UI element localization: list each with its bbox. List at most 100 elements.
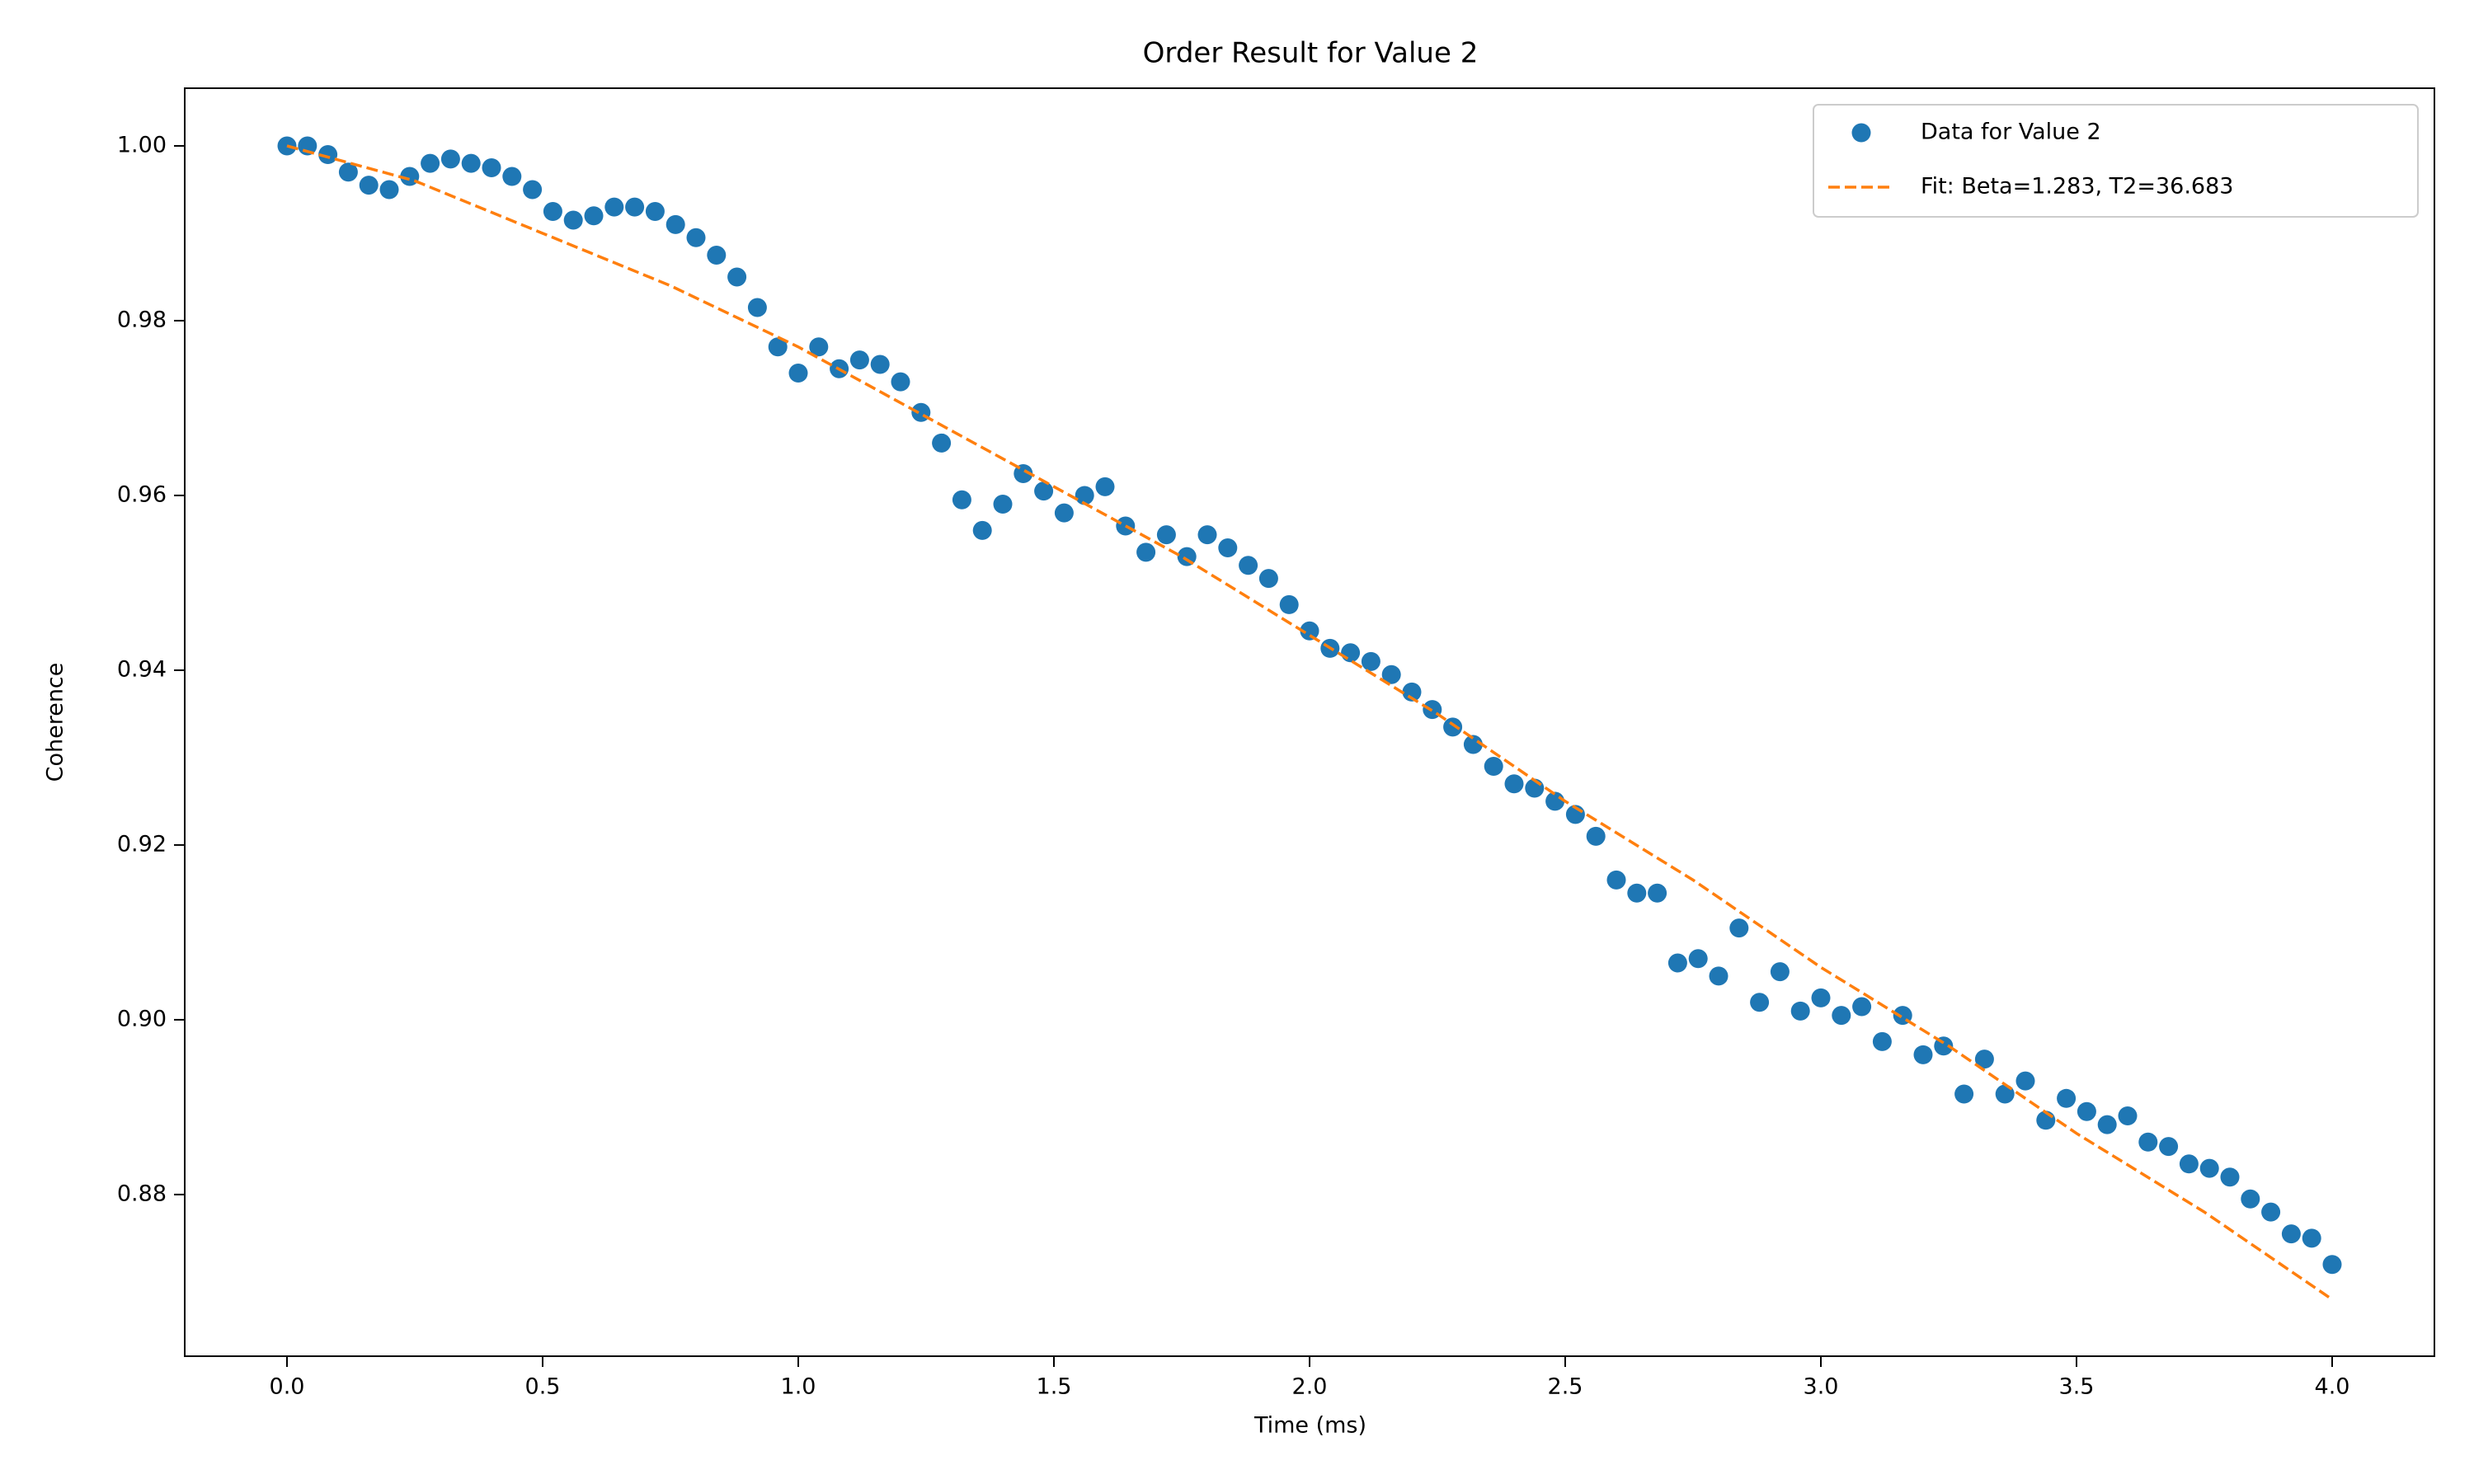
y-tick-label: 0.98 bbox=[117, 307, 167, 332]
data-point bbox=[1443, 717, 1463, 737]
data-point bbox=[2138, 1132, 2158, 1152]
data-point bbox=[379, 180, 399, 200]
data-point bbox=[1852, 997, 1872, 1017]
data-point bbox=[1811, 988, 1831, 1007]
data-point bbox=[1627, 883, 1647, 903]
data-point bbox=[2261, 1202, 2281, 1222]
data-point bbox=[1484, 757, 1503, 777]
x-tick-label: 2.0 bbox=[1292, 1374, 1328, 1400]
legend-box bbox=[1813, 104, 2419, 218]
data-point bbox=[1667, 953, 1687, 973]
data-point bbox=[645, 201, 665, 221]
data-point bbox=[2015, 1071, 2035, 1091]
data-point bbox=[2097, 1115, 2117, 1134]
data-point bbox=[1648, 883, 1667, 903]
data-point bbox=[1279, 594, 1299, 614]
data-point bbox=[440, 149, 460, 169]
data-point bbox=[727, 267, 747, 287]
data-point bbox=[2179, 1154, 2199, 1174]
data-point bbox=[1545, 791, 1565, 811]
y-tick-label: 0.94 bbox=[117, 656, 167, 682]
data-point bbox=[1239, 556, 1258, 575]
data-point bbox=[502, 167, 522, 186]
data-point bbox=[543, 201, 562, 221]
data-point bbox=[2241, 1189, 2260, 1209]
x-tick-label: 3.0 bbox=[1804, 1374, 1839, 1400]
data-point bbox=[625, 197, 645, 217]
data-point bbox=[1463, 735, 1483, 754]
data-point bbox=[421, 153, 440, 173]
chart-title: Order Result for Value 2 bbox=[1143, 37, 1479, 70]
data-point bbox=[1218, 538, 1238, 558]
data-point bbox=[359, 176, 379, 195]
data-point bbox=[298, 136, 317, 156]
y-tick-label: 0.90 bbox=[117, 1006, 167, 1031]
data-point bbox=[747, 298, 767, 317]
data-point bbox=[1688, 949, 1708, 969]
x-tick-label: 0.0 bbox=[270, 1374, 305, 1400]
y-tick-label: 1.00 bbox=[117, 132, 167, 157]
data-point bbox=[2281, 1224, 2301, 1244]
data-point bbox=[809, 337, 829, 357]
y-tick-label: 0.92 bbox=[117, 831, 167, 857]
y-axis-label: Coherence bbox=[43, 663, 68, 782]
y-tick-label: 0.96 bbox=[117, 481, 167, 507]
data-point bbox=[604, 197, 624, 217]
data-point bbox=[1790, 1001, 1810, 1021]
data-point bbox=[1136, 542, 1156, 562]
data-point bbox=[1709, 966, 1729, 986]
data-point bbox=[584, 206, 604, 226]
data-point bbox=[1361, 651, 1380, 671]
x-tick-label: 2.5 bbox=[1548, 1374, 1583, 1400]
data-point bbox=[1913, 1045, 1933, 1064]
y-tick-label: 0.88 bbox=[117, 1181, 167, 1206]
data-point bbox=[993, 495, 1013, 514]
x-tick-label: 4.0 bbox=[2315, 1374, 2350, 1400]
data-point bbox=[1606, 870, 1626, 890]
data-point bbox=[707, 245, 727, 265]
data-point bbox=[2118, 1106, 2138, 1126]
data-point bbox=[891, 372, 910, 392]
data-point bbox=[686, 228, 706, 247]
data-point bbox=[482, 157, 501, 177]
data-point bbox=[1770, 962, 1790, 982]
plot-frame bbox=[184, 87, 2435, 1357]
x-tick-label: 0.5 bbox=[525, 1374, 561, 1400]
data-point bbox=[1258, 569, 1278, 589]
data-point bbox=[461, 153, 481, 173]
legend-label: Fit: Beta=1.283, T2=36.683 bbox=[1921, 174, 2233, 200]
data-point bbox=[2322, 1255, 2342, 1275]
data-point bbox=[1177, 547, 1197, 566]
data-point bbox=[1300, 621, 1319, 641]
data-point bbox=[788, 364, 808, 383]
data-point bbox=[972, 520, 992, 540]
x-tick-label: 3.5 bbox=[2059, 1374, 2095, 1400]
legend-marker bbox=[1851, 123, 1871, 143]
data-point bbox=[870, 355, 890, 374]
data-point bbox=[2057, 1088, 2077, 1108]
data-point bbox=[1832, 1006, 1851, 1026]
data-point bbox=[563, 210, 583, 230]
data-point bbox=[952, 490, 971, 510]
data-point bbox=[2220, 1167, 2240, 1187]
data-point bbox=[1054, 503, 1074, 523]
data-point bbox=[932, 433, 952, 453]
data-point bbox=[2199, 1158, 2219, 1178]
data-point bbox=[523, 180, 543, 200]
data-point bbox=[2077, 1101, 2096, 1121]
data-point bbox=[1381, 665, 1401, 684]
data-point bbox=[2302, 1228, 2321, 1248]
fit-line bbox=[286, 144, 2333, 1301]
data-point bbox=[318, 145, 338, 165]
data-point bbox=[1402, 682, 1422, 702]
data-point bbox=[1156, 525, 1176, 545]
x-tick-label: 1.5 bbox=[1037, 1374, 1072, 1400]
data-point bbox=[1750, 993, 1770, 1012]
data-point bbox=[1034, 481, 1054, 501]
data-point bbox=[849, 350, 869, 370]
data-point bbox=[1095, 477, 1115, 496]
data-point bbox=[1729, 918, 1749, 938]
data-point bbox=[1586, 826, 1606, 846]
